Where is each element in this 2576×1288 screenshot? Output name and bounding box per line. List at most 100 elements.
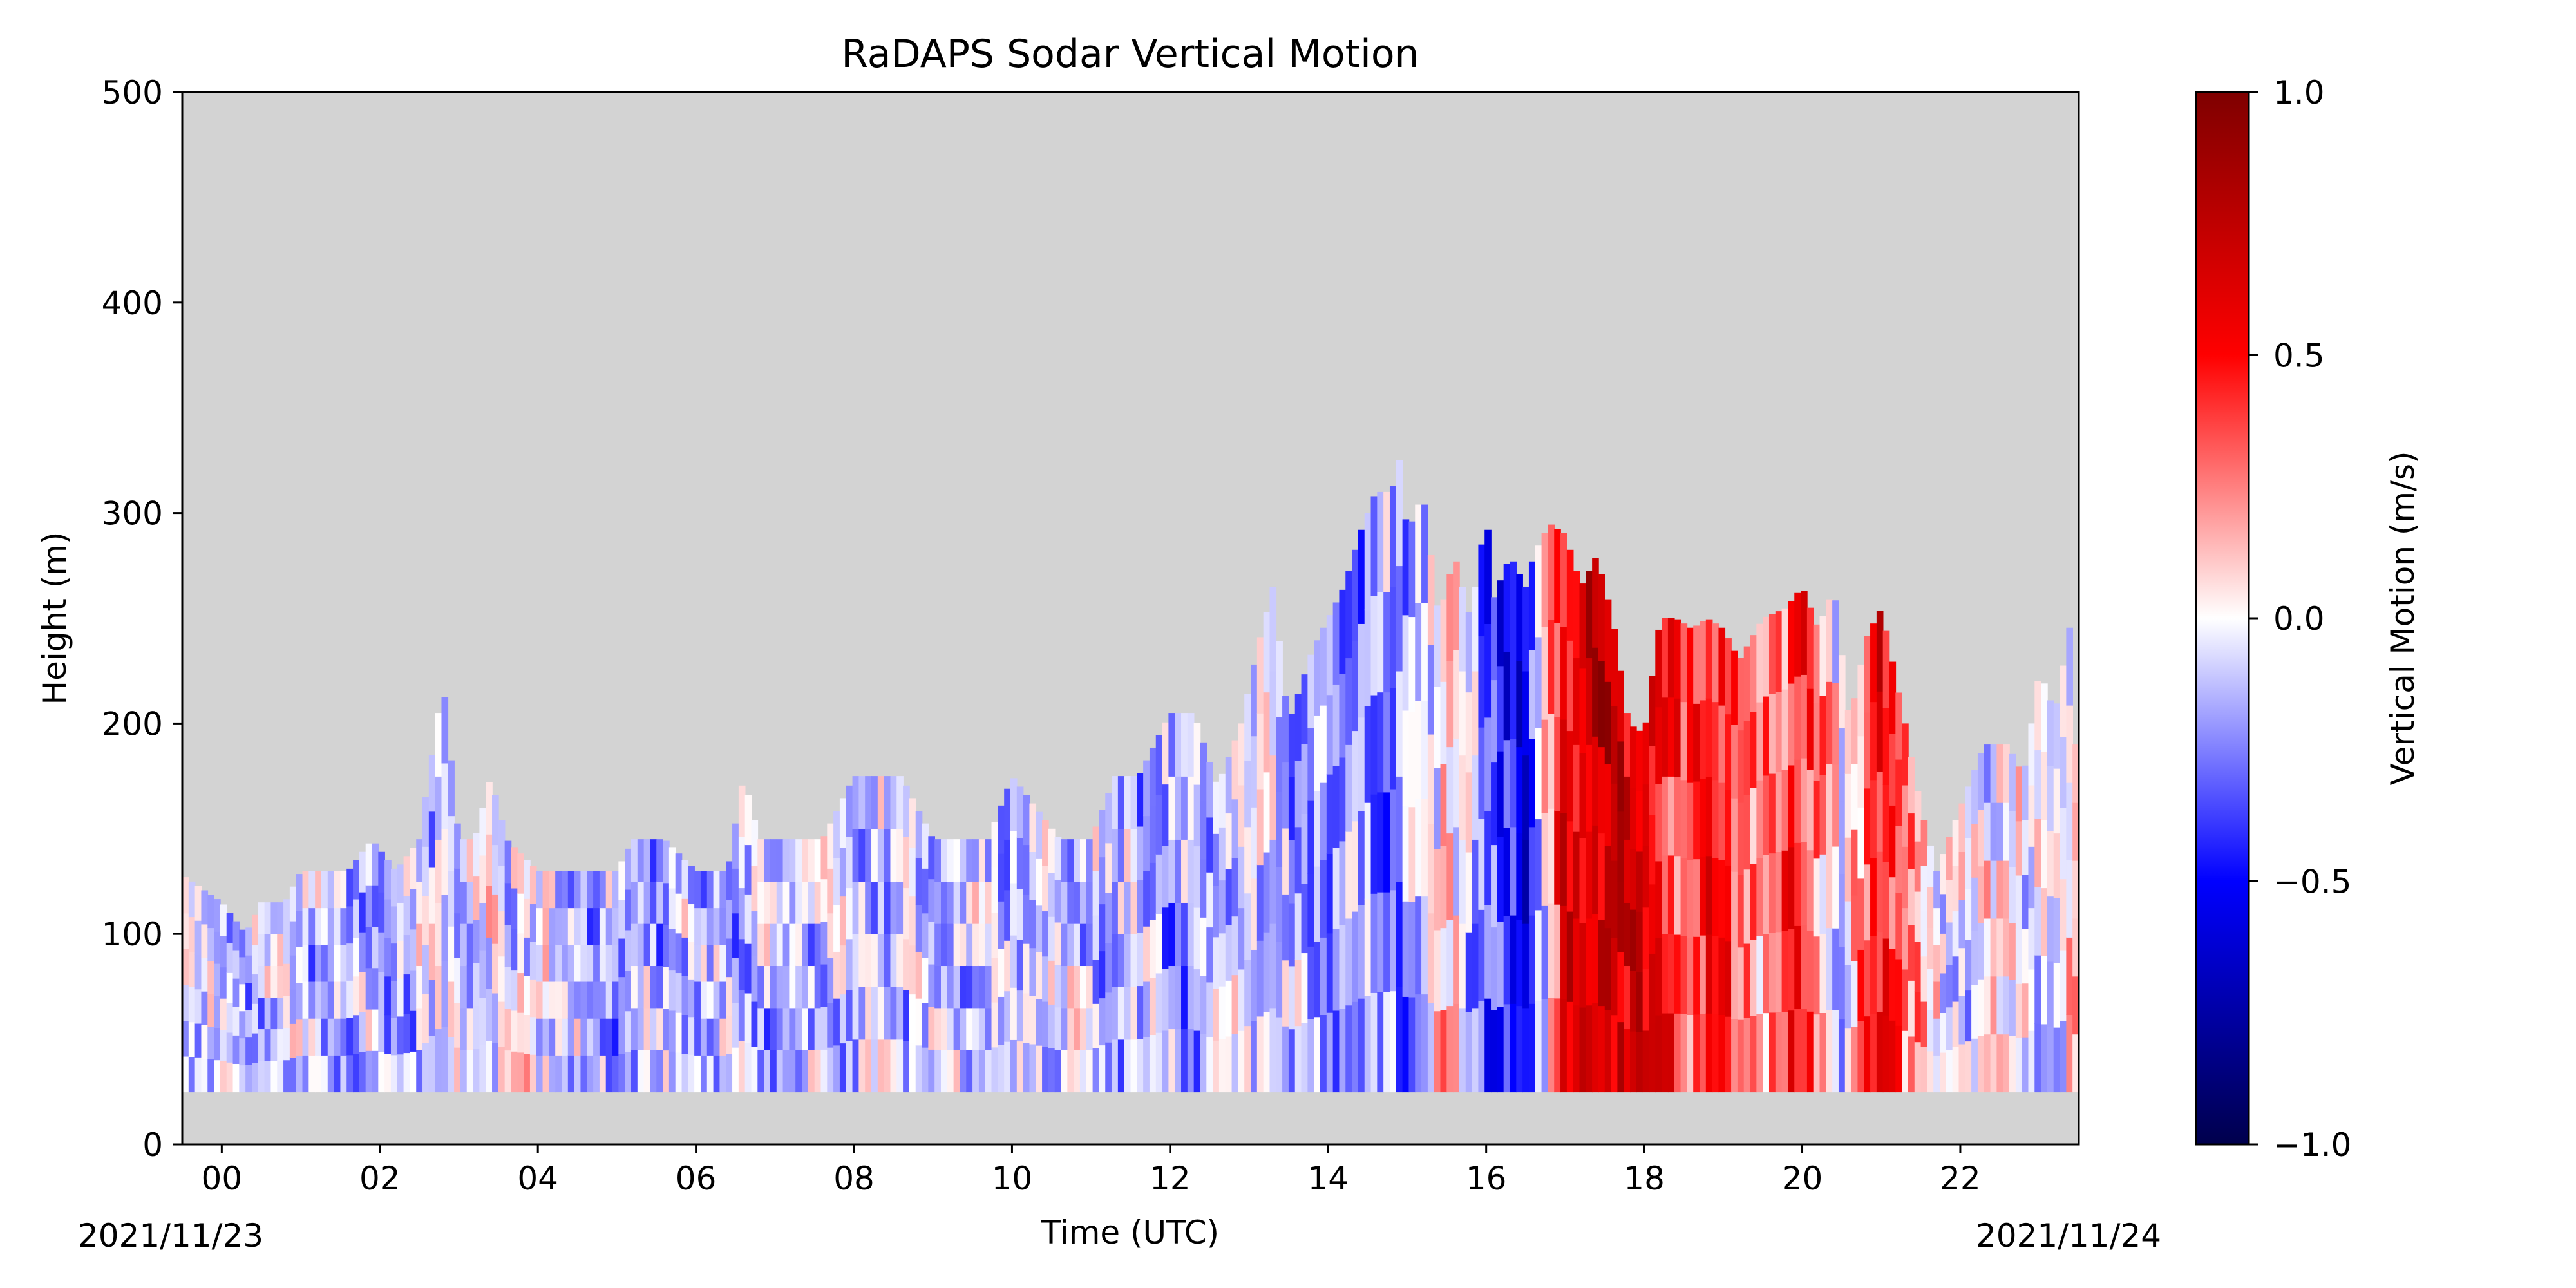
heatmap-cell — [1345, 571, 1352, 659]
heatmap-cell — [877, 776, 885, 829]
heatmap-cell — [1124, 776, 1132, 829]
heatmap-cell — [1326, 694, 1334, 775]
heatmap-cell — [789, 881, 797, 924]
heatmap-cell — [1162, 722, 1170, 785]
heatmap-cell — [2047, 765, 2054, 831]
heatmap-cell — [751, 1001, 759, 1047]
heatmap-cell — [1016, 786, 1024, 838]
heatmap-cell — [1895, 826, 1902, 893]
heatmap-cell — [1238, 907, 1245, 970]
heatmap-cell — [574, 907, 582, 945]
heatmap-cell — [1731, 650, 1738, 725]
heatmap-cell — [1996, 976, 2003, 1035]
heatmap-cell — [1370, 992, 1378, 1093]
heatmap-cell — [378, 1052, 385, 1093]
heatmap-cell — [403, 974, 411, 1014]
heatmap-cell — [1332, 1010, 1340, 1093]
heatmap-cell — [1314, 790, 1321, 867]
heatmap-cell — [245, 1037, 252, 1065]
heatmap-cell — [1294, 893, 1302, 960]
heatmap-cell — [1705, 855, 1713, 935]
heatmap-cell — [1256, 940, 1264, 1017]
heatmap-cell — [960, 965, 967, 1009]
heatmap-cell — [1705, 777, 1713, 857]
heatmap-cell — [1554, 622, 1561, 717]
heatmap-cell — [1218, 985, 1226, 1039]
heatmap-cell — [1301, 883, 1309, 954]
heatmap-cell — [422, 895, 430, 945]
heatmap-cell — [289, 886, 297, 922]
heatmap-cell — [359, 1052, 366, 1093]
heatmap-cell — [688, 941, 695, 980]
heatmap-cell — [1117, 1039, 1125, 1093]
heatmap-cell — [1522, 670, 1530, 756]
heatmap-cell — [1256, 637, 1264, 714]
heatmap-cell — [397, 978, 404, 1017]
heatmap-cell — [1693, 625, 1700, 704]
heatmap-cell — [536, 907, 544, 945]
heatmap-cell — [2009, 1035, 2016, 1093]
heatmap-cell — [1465, 1012, 1473, 1093]
heatmap-cell — [1074, 1007, 1081, 1050]
heatmap-cell — [1434, 768, 1441, 849]
heatmap-cell — [1276, 1016, 1283, 1093]
heatmap-cell — [700, 907, 708, 945]
heatmap-cell — [1213, 781, 1220, 834]
heatmap-cell — [1446, 919, 1454, 1007]
heatmap-cell — [2047, 961, 2054, 1027]
heatmap-cell — [1510, 650, 1517, 739]
heatmap-cell — [390, 1054, 398, 1093]
heatmap-cell — [782, 965, 790, 1009]
heatmap-cell — [454, 957, 461, 1003]
heatmap-cell — [542, 871, 550, 909]
heatmap-cell — [529, 1054, 537, 1093]
heatmap-cell — [1794, 1009, 1801, 1093]
heatmap-cell — [991, 867, 999, 913]
heatmap-cell — [226, 1062, 234, 1093]
heatmap-cell — [1029, 996, 1037, 1045]
heatmap-cell — [1434, 1010, 1441, 1093]
heatmap-cell — [656, 881, 663, 924]
heatmap-cell — [1193, 1030, 1201, 1093]
heatmap-cell — [277, 1060, 284, 1093]
heatmap-cell — [1484, 811, 1492, 905]
heatmap-cell — [498, 911, 506, 957]
heatmap-cell — [542, 1018, 550, 1056]
heatmap-cell — [1642, 845, 1650, 908]
heatmap-cell — [511, 969, 518, 1011]
heatmap-cell — [1705, 697, 1713, 777]
heatmap-cell — [1497, 836, 1504, 922]
heatmap-cell — [1244, 893, 1251, 960]
heatmap-cell — [1592, 825, 1599, 914]
heatmap-cell — [1079, 839, 1087, 882]
heatmap-cell — [852, 934, 860, 987]
heatmap-cell — [1946, 964, 1953, 1008]
heatmap-cell — [226, 972, 234, 1003]
heatmap-cell — [1977, 753, 1985, 810]
heatmap-cell — [1421, 896, 1428, 995]
heatmap-cell — [277, 1028, 284, 1061]
heatmap-cell — [473, 962, 480, 1007]
heatmap-cell — [340, 944, 348, 982]
heatmap-cell — [612, 907, 620, 945]
heatmap-cell — [1472, 670, 1479, 756]
heatmap-cell — [346, 943, 354, 981]
heatmap-cell — [1155, 913, 1163, 974]
heatmap-cell — [587, 944, 594, 982]
heatmap-cell — [1402, 519, 1410, 616]
heatmap-cell — [378, 931, 385, 972]
heatmap-cell — [795, 881, 802, 924]
heatmap-cell — [239, 1037, 246, 1066]
heatmap-cell — [378, 891, 385, 933]
heatmap-cell — [1604, 845, 1612, 929]
heatmap-cell — [182, 984, 189, 1021]
heatmap-cell — [2060, 736, 2067, 808]
heatmap-cell — [1674, 1013, 1681, 1093]
heatmap-cell — [353, 976, 360, 1016]
heatmap-cell — [1693, 936, 1700, 1015]
heatmap-cell — [1819, 616, 1827, 696]
heatmap-cell — [2034, 681, 2041, 751]
heatmap-cell — [460, 1049, 468, 1093]
heatmap-cell — [726, 1053, 733, 1093]
heatmap-cell — [504, 924, 512, 967]
